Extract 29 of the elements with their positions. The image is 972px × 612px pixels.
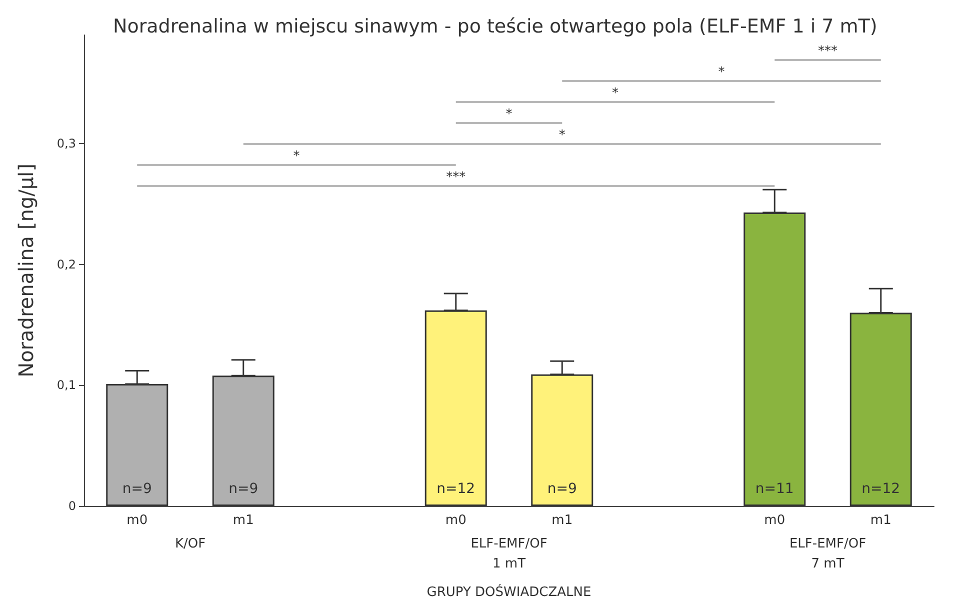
- annotation: ***: [446, 170, 466, 185]
- annotation: n=9: [228, 481, 258, 497]
- annotation: ***: [818, 44, 838, 59]
- x-axis-title: GRUPY DOŚWIADCZALNE: [426, 583, 592, 600]
- y-tick-label: 0: [68, 499, 76, 513]
- annotation: n=12: [862, 481, 900, 497]
- x-tick-label: m1: [870, 513, 892, 528]
- x-tick-label: m1: [232, 513, 254, 528]
- annotation: n=12: [436, 481, 476, 497]
- annotation: *: [506, 107, 513, 122]
- annotation: *: [293, 149, 300, 164]
- text: K/OF: [174, 536, 206, 552]
- annotation: n=9: [122, 481, 152, 497]
- annotation: *: [612, 86, 619, 101]
- text: ELF-EMF/OF 7 mT: [789, 536, 866, 572]
- x-tick-label: m0: [445, 513, 466, 528]
- y-axis-title: Noradrenalina [ng/µl]: [14, 164, 38, 378]
- y-tick-label: 0,2: [56, 257, 76, 272]
- x-tick-label: m1: [552, 513, 573, 528]
- y-tick-label: 0,1: [56, 378, 76, 392]
- x-tick-label: m0: [764, 513, 786, 528]
- annotation: *: [558, 128, 566, 143]
- text: ELF-EMF/OF 1 mT: [470, 536, 548, 572]
- annotation: *: [718, 65, 726, 80]
- y-tick-label: 0,3: [56, 136, 76, 151]
- annotation: n=11: [755, 481, 794, 497]
- annotation: n=9: [547, 481, 577, 497]
- x-tick-label: m0: [126, 513, 148, 528]
- chart-title: Noradrenalina w miejscu sinawym - po teście otwartego pola (ELF-EMF 1 i 7 mT): [113, 16, 878, 38]
